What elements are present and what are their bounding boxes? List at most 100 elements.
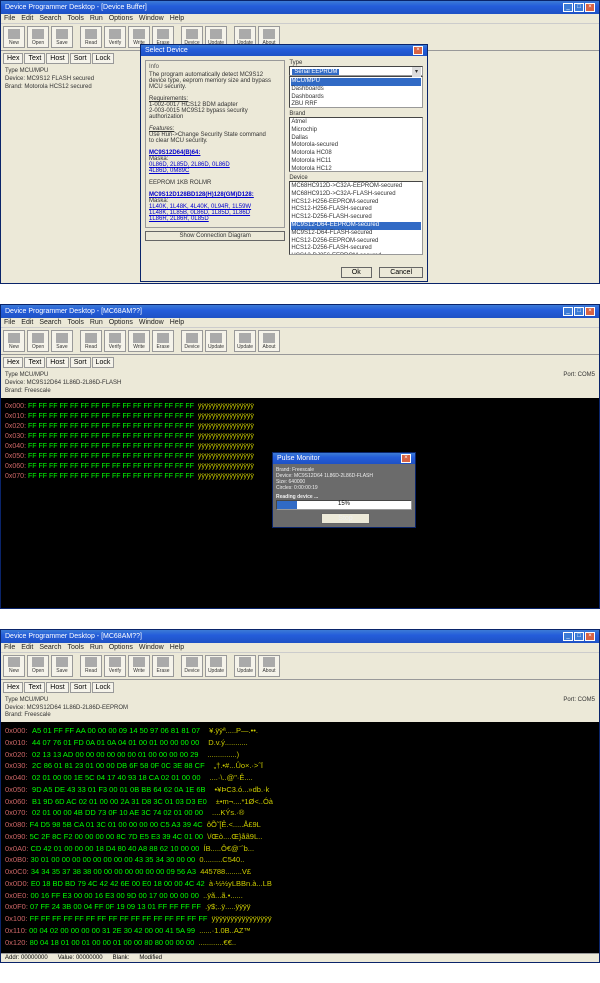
list-item[interactable]: HCS12-D256-EEPROM-secured: [291, 238, 421, 246]
tab-sort[interactable]: Sort: [70, 53, 91, 64]
toolbar-new-button[interactable]: New: [3, 26, 25, 48]
minimize-icon[interactable]: _: [563, 3, 573, 12]
ok-button[interactable]: Ok: [341, 267, 372, 278]
tab-text[interactable]: Text: [24, 53, 45, 64]
tab-lock[interactable]: Lock: [92, 682, 115, 693]
tab-hex[interactable]: Hex: [3, 53, 23, 64]
tab-lock[interactable]: Lock: [92, 357, 115, 368]
toolbar-device-button[interactable]: Device: [181, 655, 203, 677]
menu-item[interactable]: Run: [90, 644, 103, 651]
toolbar-verify-button[interactable]: Verify: [104, 655, 126, 677]
toolbar-update-button[interactable]: Update: [205, 655, 227, 677]
list-item[interactable]: MCU/MPU: [291, 78, 421, 86]
menu-item[interactable]: Edit: [21, 15, 33, 22]
list-item[interactable]: Dashboards: [291, 94, 421, 102]
maximize-icon[interactable]: □: [574, 632, 584, 641]
toolbar-save-button[interactable]: Save: [51, 655, 73, 677]
tab-host[interactable]: Host: [46, 357, 68, 368]
close-icon[interactable]: ×: [585, 307, 595, 316]
list-item[interactable]: Motorola HC12: [291, 166, 421, 172]
menu-item[interactable]: File: [4, 319, 15, 326]
stop-button[interactable]: Stop: [321, 513, 369, 524]
menu-item[interactable]: File: [4, 15, 15, 22]
menu-item[interactable]: Run: [90, 15, 103, 22]
toolbar-open-button[interactable]: Open: [27, 26, 49, 48]
list-item[interactable]: Motorola-secured: [291, 142, 421, 150]
toolbar-read-button[interactable]: Read: [80, 26, 102, 48]
tab-text[interactable]: Text: [24, 682, 45, 693]
toolbar-write-button[interactable]: Write: [128, 655, 150, 677]
list-item[interactable]: Atmel: [291, 119, 421, 127]
menu-item[interactable]: Options: [109, 15, 133, 22]
list-item[interactable]: MC9S12-D64-EEPROM-secured: [291, 222, 421, 230]
list-item[interactable]: Motorola HC08: [291, 150, 421, 158]
close-icon[interactable]: ×: [585, 3, 595, 12]
device-listbox[interactable]: MC68HC912D->C32A-EEPROM-securedMC68HC912…: [289, 181, 423, 255]
menu-item[interactable]: Window: [139, 15, 164, 22]
list-item[interactable]: HCS12-D256-FLASH-secured: [291, 245, 421, 253]
menu-item[interactable]: Edit: [21, 644, 33, 651]
list-item[interactable]: Dashboards: [291, 86, 421, 94]
tab-host[interactable]: Host: [46, 53, 68, 64]
toolbar-verify-button[interactable]: Verify: [104, 330, 126, 352]
menu-item[interactable]: Options: [109, 319, 133, 326]
show-connection-button[interactable]: Show Connection Diagram: [145, 231, 285, 241]
mask-link[interactable]: 1L86R, 2L86R, 0L85D: [149, 216, 209, 222]
list-item[interactable]: HCS12-DJ256-EEPROM-secured: [291, 253, 421, 255]
menu-item[interactable]: Help: [170, 15, 184, 22]
toolbar-open-button[interactable]: Open: [27, 655, 49, 677]
menu-item[interactable]: Edit: [21, 319, 33, 326]
list-item[interactable]: MC68HC912D->C32A-EEPROM-secured: [291, 183, 421, 191]
menu-item[interactable]: Window: [139, 319, 164, 326]
cancel-button[interactable]: Cancel: [379, 267, 423, 278]
tab-sort[interactable]: Sort: [70, 682, 91, 693]
list-item[interactable]: Motorola HC11: [291, 158, 421, 166]
menu-item[interactable]: Window: [139, 644, 164, 651]
toolbar-write-button[interactable]: Write: [128, 330, 150, 352]
close-icon[interactable]: ×: [413, 46, 423, 55]
menu-item[interactable]: Search: [39, 319, 61, 326]
tab-hex[interactable]: Hex: [3, 682, 23, 693]
tab-lock[interactable]: Lock: [92, 53, 115, 64]
list-item[interactable]: MC9S12-D64-FLASH-secured: [291, 230, 421, 238]
toolbar-save-button[interactable]: Save: [51, 330, 73, 352]
toolbar-read-button[interactable]: Read: [80, 655, 102, 677]
minimize-icon[interactable]: _: [563, 307, 573, 316]
toolbar-update-button[interactable]: Update: [234, 655, 256, 677]
menu-item[interactable]: Search: [39, 644, 61, 651]
hex-editor[interactable]: 0x000: A5 01 FF FF AA 00 00 00 09 14 50 …: [1, 722, 599, 953]
list-item[interactable]: HCS12-H256-EEPROM-secured: [291, 199, 421, 207]
toolbar-about-button[interactable]: About: [258, 655, 280, 677]
list-item[interactable]: HCS12-D256-FLASH-secured: [291, 214, 421, 222]
type-combobox[interactable]: Serial EEPROM: [289, 66, 423, 76]
toolbar-about-button[interactable]: About: [258, 330, 280, 352]
tab-host[interactable]: Host: [46, 682, 68, 693]
maximize-icon[interactable]: □: [574, 3, 584, 12]
menu-item[interactable]: Run: [90, 319, 103, 326]
menu-item[interactable]: File: [4, 644, 15, 651]
close-icon[interactable]: ×: [401, 454, 411, 463]
list-item[interactable]: Dallas: [291, 135, 421, 143]
tab-hex[interactable]: Hex: [3, 357, 23, 368]
list-item[interactable]: HCS12-H256-FLASH-secured: [291, 206, 421, 214]
toolbar-verify-button[interactable]: Verify: [104, 26, 126, 48]
close-icon[interactable]: ×: [585, 632, 595, 641]
toolbar-save-button[interactable]: Save: [51, 26, 73, 48]
list-item[interactable]: MC68HC912D->C32A-FLASH-secured: [291, 191, 421, 199]
menu-item[interactable]: Search: [39, 15, 61, 22]
menubar[interactable]: FileEditSearchToolsRunOptionsWindowHelp: [1, 643, 599, 653]
toolbar-read-button[interactable]: Read: [80, 330, 102, 352]
type-listbox[interactable]: MCU/MPUDashboardsDashboardsZBU RRFAll: [289, 76, 423, 108]
list-item[interactable]: ZBU RRF: [291, 101, 421, 108]
toolbar-erase-button[interactable]: Erase: [152, 330, 174, 352]
menu-item[interactable]: Options: [109, 644, 133, 651]
menubar[interactable]: FileEditSearchToolsRunOptionsWindowHelp: [1, 318, 599, 328]
brand-listbox[interactable]: AtmelMicrochipDallasMotorola-securedMoto…: [289, 117, 423, 172]
tab-sort[interactable]: Sort: [70, 357, 91, 368]
toolbar-erase-button[interactable]: Erase: [152, 655, 174, 677]
maximize-icon[interactable]: □: [574, 307, 584, 316]
list-item[interactable]: Microchip: [291, 127, 421, 135]
menu-item[interactable]: Tools: [68, 319, 84, 326]
toolbar-new-button[interactable]: New: [3, 330, 25, 352]
toolbar-new-button[interactable]: New: [3, 655, 25, 677]
